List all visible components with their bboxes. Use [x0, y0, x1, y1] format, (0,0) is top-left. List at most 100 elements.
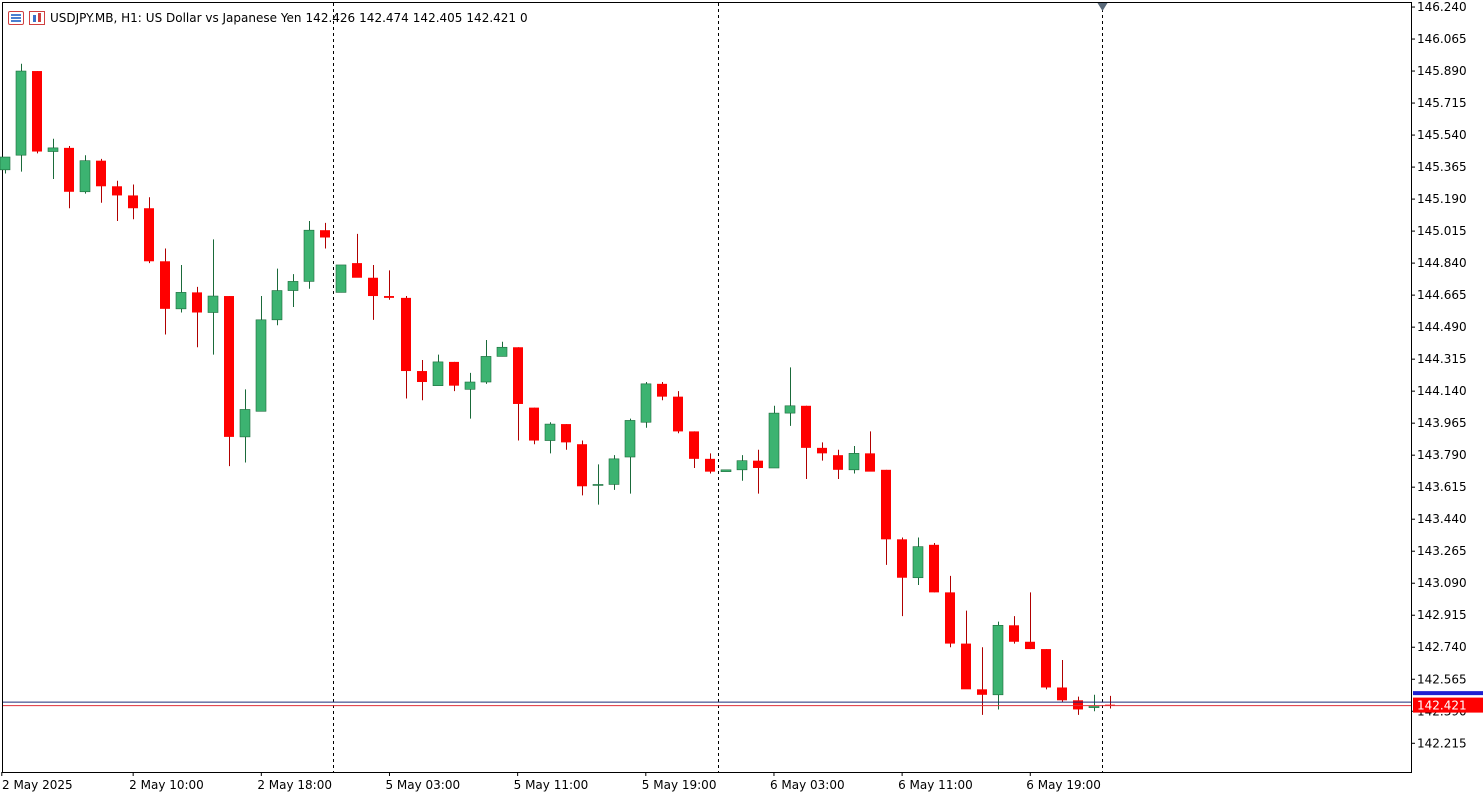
x-tick-label: 5 May 03:00 [385, 778, 460, 792]
bull-candle [608, 455, 620, 490]
candle-body [817, 447, 827, 454]
y-tick-label: 143.615 [1417, 480, 1467, 494]
candle-body [112, 186, 122, 196]
bull-candle [736, 455, 748, 481]
candle-body [79, 160, 91, 193]
candle-body [384, 296, 394, 298]
candle-body [912, 546, 924, 579]
bear-candle [529, 407, 539, 445]
candle-body [992, 624, 1004, 696]
candle-body [657, 383, 667, 397]
candle-body [577, 444, 587, 487]
candle-body [480, 356, 492, 383]
volume-value: 0 [520, 11, 528, 25]
candle-body [801, 405, 811, 448]
bear-candle [192, 286, 202, 348]
candle-body [192, 292, 202, 313]
y-tick-label: 144.140 [1417, 384, 1467, 398]
y-tick-label: 144.665 [1417, 288, 1467, 302]
chart-menu-icon[interactable] [8, 11, 24, 25]
candle-body [15, 70, 27, 156]
candle-body [1073, 700, 1083, 710]
bear-candle [1009, 616, 1019, 644]
x-tick-label: 2 May 2025 [2, 778, 73, 792]
x-tick-label: 5 May 11:00 [514, 778, 589, 792]
ohlc-high: 142.474 [359, 11, 409, 25]
bull-candle [640, 382, 652, 428]
bear-candle [561, 424, 571, 450]
candle-body [1025, 641, 1035, 650]
bear-candle [929, 542, 939, 593]
candle-body [287, 281, 299, 291]
candle-body [736, 460, 748, 471]
candle-body [1009, 625, 1019, 642]
price-axis: 146.240 146.065 145.890 145.715 145.540 145.3… [1411, 0, 1483, 750]
candle-body [417, 371, 427, 383]
bear-candle [224, 296, 234, 467]
bull-candle [432, 354, 444, 386]
plot-area[interactable] [2, 2, 1412, 773]
candle-body [897, 539, 907, 578]
chart-type-icon[interactable] [29, 11, 45, 25]
candle-body [224, 296, 234, 437]
candle-body [945, 592, 955, 644]
bear-candle [577, 440, 587, 496]
time-axis: 2 May 2025 2 May 10:00 2 May 18:00 5 May 03… [1, 772, 1101, 792]
bear-candle [417, 360, 427, 401]
bull-candle [0, 156, 11, 174]
candle-body [160, 261, 170, 309]
candle-body [833, 455, 843, 470]
x-tick-label: 6 May 03:00 [770, 778, 845, 792]
candle-body [929, 544, 939, 593]
candle-body [544, 423, 556, 441]
day-separators [333, 3, 1108, 772]
candle-body [881, 469, 891, 540]
bear-candle [144, 197, 154, 264]
candle-body [496, 346, 508, 357]
description-label: US Dollar vs Japanese Yen [145, 11, 302, 25]
bear-candle [689, 431, 699, 468]
candle-body [401, 297, 411, 372]
bear-candle [160, 248, 170, 335]
bull-candle [992, 621, 1004, 710]
bear-candle [1041, 649, 1051, 690]
y-tick-label: 145.890 [1417, 64, 1467, 78]
candle-body [464, 381, 476, 390]
bull-candle [784, 367, 796, 426]
y-tick-label: 146.065 [1417, 32, 1467, 46]
y-tick-label: 142.740 [1417, 640, 1467, 654]
price-tag-bg [1413, 697, 1483, 713]
bear-candle [112, 180, 122, 222]
bull-candle [239, 389, 251, 463]
bear-candle [128, 184, 138, 220]
current-bar-marker [1097, 3, 1108, 11]
bear-candle [32, 71, 42, 154]
bull-candle [624, 418, 636, 494]
y-tick-label: 142.565 [1417, 672, 1467, 686]
candle-body [689, 431, 699, 459]
candle-body [1041, 649, 1051, 688]
bear-candle [801, 405, 811, 479]
candle-body [207, 295, 219, 313]
bear-candle [657, 382, 667, 401]
chart-header: USDJPY.MB, H1: US Dollar vs Japanese Yen… [8, 8, 528, 28]
bear-candle [817, 442, 827, 461]
y-tick-label: 145.190 [1417, 192, 1467, 206]
candle-body [753, 460, 763, 468]
y-tick-label: 145.365 [1417, 160, 1467, 174]
y-tick-label: 144.840 [1417, 256, 1467, 270]
bull-candle [768, 405, 780, 469]
y-tick-label: 143.265 [1417, 544, 1467, 558]
candle-body [624, 420, 636, 458]
candle-body [320, 230, 330, 238]
candle-body [705, 458, 715, 472]
candle-body [592, 484, 604, 486]
bear-candle [513, 347, 523, 441]
bear-candle [384, 270, 394, 300]
bear-candle [897, 537, 907, 617]
x-tick-label: 6 May 19:00 [1026, 778, 1101, 792]
y-tick-label: 143.090 [1417, 576, 1467, 590]
candle-body [961, 643, 971, 690]
bull-candle [175, 264, 187, 313]
